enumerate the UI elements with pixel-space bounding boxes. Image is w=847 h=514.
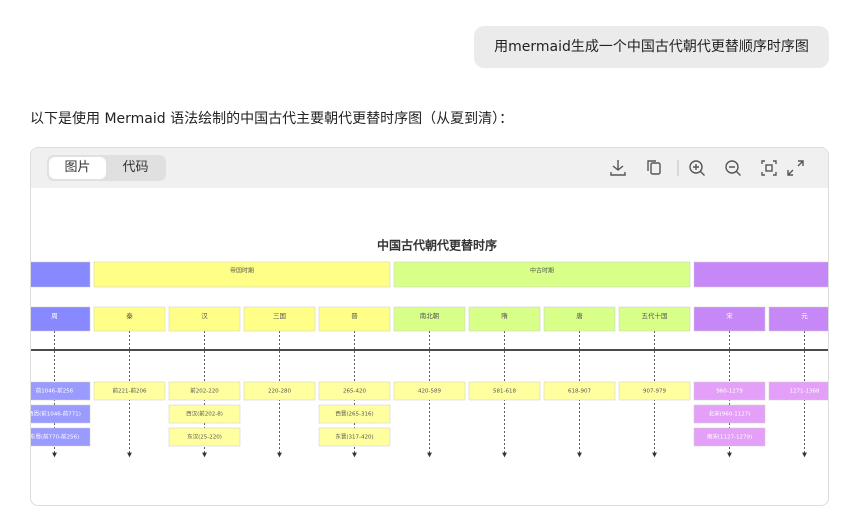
tab[interactable]: 图片: [49, 157, 106, 179]
event-box: [768, 381, 828, 401]
copy-icon[interactable]: [647, 160, 661, 175]
event-label: 618-907: [568, 389, 591, 395]
period-box: [618, 306, 691, 332]
toolbar: [610, 160, 804, 176]
fit-icon[interactable]: [761, 160, 777, 176]
event-label: 420-589: [418, 389, 441, 395]
event-label: 西周(前1046-前771): [31, 410, 81, 418]
period-box: [243, 306, 316, 332]
reply-intro: 以下是使用 Mermaid 语法绘制的中国古代主要朝代更替时序图（从夏到清）：: [30, 111, 514, 127]
event-box: [393, 381, 466, 401]
section-box: [31, 261, 91, 288]
period-name: 五代十国: [642, 311, 668, 320]
period-box: [318, 306, 391, 332]
period-name: 唐: [576, 311, 583, 320]
event-box: [168, 427, 241, 447]
event-label: 前1046-前256: [36, 387, 74, 395]
period-name: 南北朝: [420, 311, 440, 320]
download-icon[interactable]: [610, 160, 626, 176]
period-box: [693, 306, 766, 332]
diagram-area: 中国古代朝代更替时序 周前1046-前256 西周(前1046-前771) 东周(前…: [31, 188, 828, 505]
event-label: 东汉(25-220): [187, 433, 222, 441]
event-label: 960-1279: [716, 389, 743, 395]
event-box: [543, 381, 616, 401]
user-message: 用mermaid生成一个中国古代朝代更替顺序时序图: [474, 26, 829, 68]
fullscreen-icon[interactable]: [787, 160, 804, 176]
period-name: 宋: [726, 311, 733, 320]
period-box: [168, 306, 241, 332]
period-name: 隋: [501, 311, 508, 320]
event-label: 265-420: [343, 389, 366, 395]
section-box: [393, 261, 691, 288]
tab-switch: 图片 代码: [47, 155, 166, 181]
period-box: [543, 306, 616, 332]
event-box: [31, 427, 91, 447]
event-box: [31, 404, 91, 424]
zoom-out-icon[interactable]: [725, 160, 741, 176]
period-name: 晋: [351, 312, 358, 320]
event-box: [318, 381, 391, 401]
event-label: 907-979: [643, 389, 666, 395]
zoom-in-icon[interactable]: [689, 160, 705, 176]
event-label: 东周(前770-前256): [31, 433, 79, 441]
event-box: [468, 381, 541, 401]
period-name: 周: [51, 312, 58, 320]
period-box: [31, 306, 91, 332]
event-label: 1271-1368: [790, 389, 820, 395]
card-header: 图片 代码: [31, 148, 828, 188]
event-label: 前221-前206: [113, 387, 147, 395]
section-box: [93, 261, 391, 288]
period-box: [393, 306, 466, 332]
diagram-card: 图片 代码 中国古代朝代更替时序 周前1046-前256 西周(前1046-前77…: [30, 147, 829, 506]
period-box: [468, 306, 541, 332]
event-box: [693, 404, 766, 424]
event-label: 南宋(1127-1279): [707, 433, 752, 441]
event-box: [168, 381, 241, 401]
period-box: [768, 306, 828, 332]
event-label: 西汉(前202-8): [186, 410, 223, 418]
event-box: [93, 381, 166, 401]
section-label: 中古时期: [530, 267, 554, 275]
event-box: [318, 404, 391, 424]
event-label: 前202-220: [190, 387, 219, 395]
event-box: [168, 404, 241, 424]
section-box: [693, 261, 828, 288]
event-box: [243, 381, 316, 401]
event-box: [618, 381, 691, 401]
event-label: 220-280: [268, 389, 291, 395]
event-box: [318, 427, 391, 447]
period-box: [93, 306, 166, 332]
section-label: 帝国时期: [230, 267, 254, 275]
event-label: 北宋(960-1127): [709, 410, 751, 418]
event-label: 东晋(317-420): [335, 433, 373, 441]
event-label: 581-618: [493, 389, 516, 395]
period-name: 元: [801, 312, 808, 320]
period-name: 三国: [273, 312, 286, 320]
event-label: 西晋(265-316): [335, 411, 373, 418]
period-name: 秦: [126, 311, 133, 320]
period-name: 汉: [201, 312, 208, 320]
event-box: [693, 381, 766, 401]
tab[interactable]: 代码: [122, 160, 149, 175]
event-box: [31, 381, 91, 401]
diagram-title: 中国古代朝代更替时序: [377, 238, 497, 253]
event-box: [693, 427, 766, 447]
